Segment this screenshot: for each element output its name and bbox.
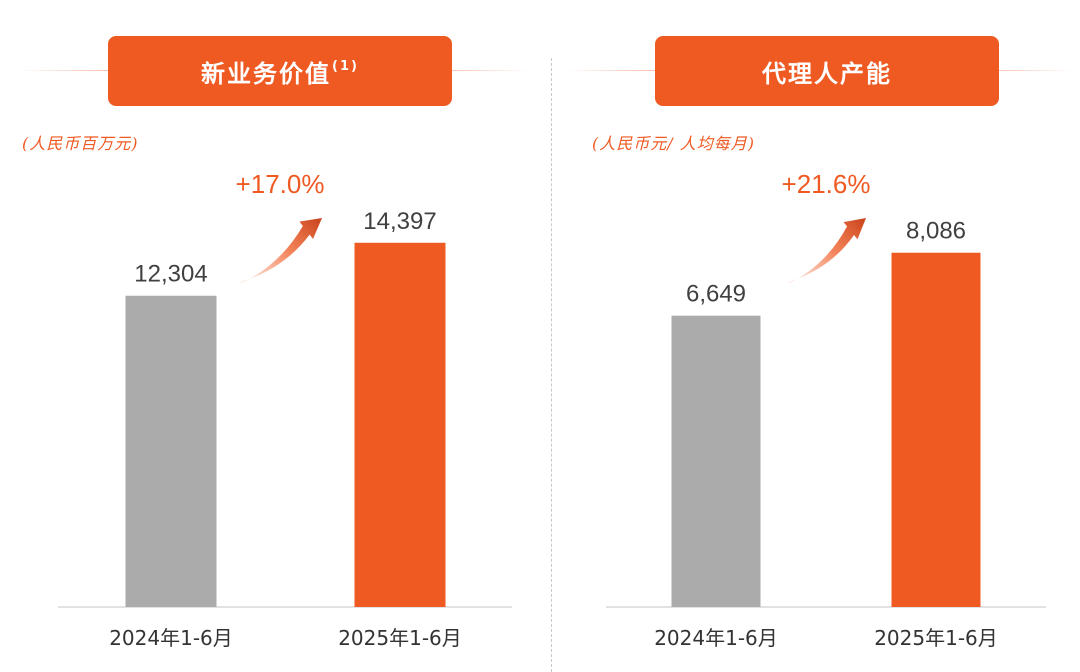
panel-divider — [551, 58, 552, 672]
chart-title-pill: 代理人产能 — [655, 36, 999, 106]
title-footnote: (1) — [332, 58, 359, 74]
bar-current — [891, 252, 981, 607]
data-label: 8,086 — [906, 218, 966, 245]
bar-current — [354, 242, 446, 608]
unit-label: (人民币百万元) — [22, 134, 139, 153]
chart-title: 新业务价值 — [201, 59, 332, 88]
new-business-value-panel: 新业务价值 (1) (人民币百万元) — [20, 36, 530, 153]
chart-title: 代理人产能 — [762, 59, 892, 88]
bar-previous — [125, 295, 217, 607]
unit-label: (人民币元/ 人均每月) — [592, 134, 755, 153]
x-tick-label: 2025年1-6月 — [874, 626, 998, 650]
growth-label: +21.6% — [782, 169, 871, 199]
agent-productivity-panel: 代理人产能 (人民币元/ 人均每月) — [545, 0, 1080, 672]
data-label: 6,649 — [686, 281, 746, 308]
x-tick-label: 2024年1-6月 — [654, 626, 778, 650]
data-label: 14,397 — [363, 208, 436, 235]
growth-arrow-icon — [788, 218, 866, 284]
data-label: 12,304 — [134, 261, 207, 288]
x-tick-label: 2025年1-6月 — [338, 626, 462, 650]
chart-title-pill: 新业务价值 (1) — [108, 36, 452, 106]
bar-previous — [671, 315, 761, 607]
growth-arrow-icon — [240, 218, 322, 284]
growth-label: +17.0% — [236, 169, 325, 199]
x-tick-label: 2024年1-6月 — [109, 626, 233, 650]
